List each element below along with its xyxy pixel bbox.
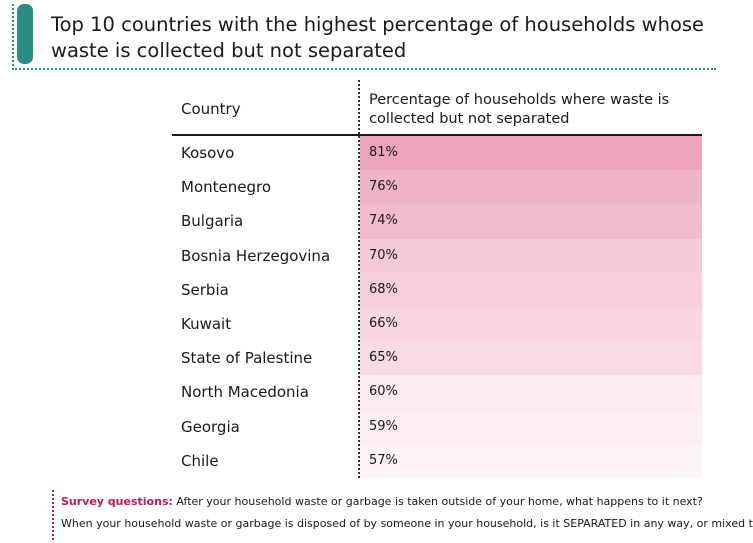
table-row: Bulgaria 74% xyxy=(172,204,702,239)
table-row: Serbia 68% xyxy=(172,272,702,307)
table-row: Montenegro 76% xyxy=(172,170,702,205)
column-divider xyxy=(358,80,360,478)
table-row: Bosnia Herzegovina 70% xyxy=(172,238,702,273)
percentage-cell: 57% xyxy=(360,443,702,478)
country-cell: State of Palestine xyxy=(181,349,313,368)
footnote: Survey questions: After your household w… xyxy=(52,490,753,540)
percentage-label: 60% xyxy=(369,384,398,400)
percentage-cell: 65% xyxy=(360,341,702,376)
table-row: Kuwait 66% xyxy=(172,306,702,342)
country-cell: Kosovo xyxy=(181,144,235,162)
table-header: Country Percentage of households where w… xyxy=(172,80,702,136)
footnote-question-1: After your household waste or garbage is… xyxy=(176,495,703,508)
data-table: Country Percentage of households where w… xyxy=(172,80,702,478)
footnote-question-2: When your household waste or garbage is … xyxy=(61,517,753,530)
country-cell: Serbia xyxy=(181,280,229,299)
column-header-country: Country xyxy=(181,100,241,118)
percentage-label: 76% xyxy=(369,179,398,195)
country-cell: North Macedonia xyxy=(181,383,309,402)
percentage-cell: 70% xyxy=(360,238,702,273)
chart-title: Top 10 countries with the highest percen… xyxy=(51,13,705,62)
footnote-label: Survey questions: xyxy=(61,495,173,508)
percentage-cell: 74% xyxy=(360,204,702,239)
percentage-cell: 76% xyxy=(360,170,702,205)
percentage-label: 81% xyxy=(369,145,398,160)
country-cell: Georgia xyxy=(181,417,240,436)
country-cell: Kuwait xyxy=(181,314,232,333)
table-row: Kosovo 81% xyxy=(172,136,702,171)
percentage-label: 68% xyxy=(369,281,398,297)
title-accent-bar xyxy=(17,4,33,64)
column-header-percentage: Percentage of households where waste is … xyxy=(369,92,670,127)
percentage-label: 57% xyxy=(369,452,398,468)
percentage-cell: 59% xyxy=(360,409,702,444)
percentage-cell: 81% xyxy=(360,136,702,171)
percentage-label: 59% xyxy=(369,418,398,434)
percentage-cell: 66% xyxy=(360,306,702,342)
percentage-cell: 60% xyxy=(360,375,702,410)
percentage-label: 70% xyxy=(369,247,398,263)
country-cell: Montenegro xyxy=(181,178,272,197)
country-cell: Chile xyxy=(181,451,219,470)
table-row: Georgia 59% xyxy=(172,409,702,444)
percentage-label: 66% xyxy=(369,315,398,331)
footnote-line-1: Survey questions: After your household w… xyxy=(61,495,703,509)
table-row: Chile 57% xyxy=(172,443,702,478)
country-cell: Bosnia Herzegovina xyxy=(181,246,331,265)
percentage-cell: 68% xyxy=(360,272,702,307)
title-block: Top 10 countries with the highest percen… xyxy=(12,4,716,70)
table-row: North Macedonia 60% xyxy=(172,375,702,410)
table-body: Kosovo 81% Montenegro 76% Bulgaria 74% Bosnia … xyxy=(172,136,702,478)
table-row: State of Palestine 65% xyxy=(172,341,702,376)
percentage-label: 65% xyxy=(369,350,398,366)
country-cell: Bulgaria xyxy=(181,212,244,231)
percentage-label: 74% xyxy=(369,213,398,229)
